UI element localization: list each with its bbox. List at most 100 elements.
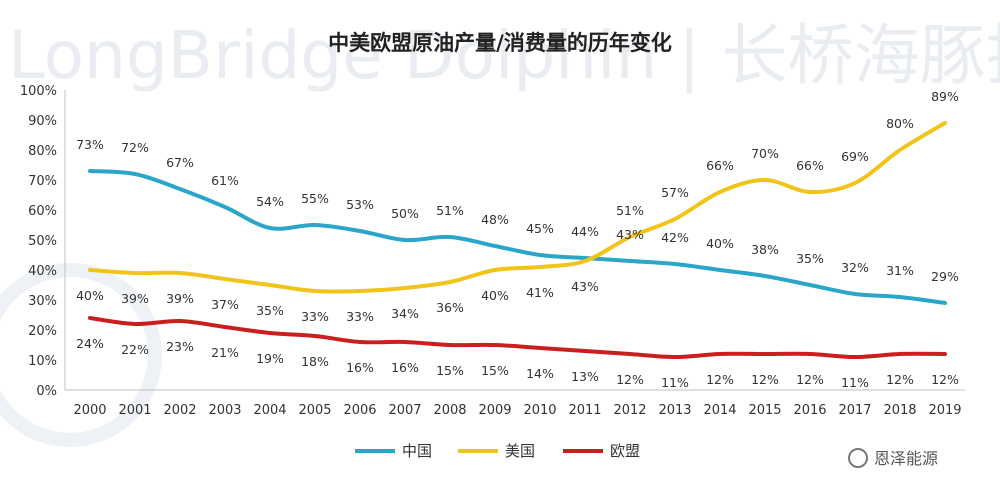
data-label: 69% — [841, 149, 869, 164]
data-label: 43% — [616, 227, 644, 242]
data-label: 48% — [481, 212, 509, 227]
data-label: 33% — [301, 309, 329, 324]
data-label: 53% — [346, 197, 374, 212]
watermark: LongBridge Dolphin | 长桥海豚投研 — [0, 17, 1000, 447]
data-labels: 73% 72% 67% 61% 54% 55% 53% 50% 51% 48% 45% 44% 43% 4… — [76, 89, 959, 390]
data-label: 41% — [526, 285, 554, 300]
x-tick-label: 2008 — [433, 403, 466, 418]
series-line-0 — [88, 169, 947, 305]
data-label: 31% — [886, 263, 914, 278]
x-tick-label: 2016 — [793, 403, 826, 418]
x-tick-label: 2006 — [343, 403, 376, 418]
data-label: 70% — [751, 146, 779, 161]
x-tick-label: 2009 — [478, 403, 511, 418]
credit-text: 恩泽能源 — [874, 449, 938, 468]
data-label: 73% — [76, 137, 104, 152]
data-label: 16% — [391, 360, 419, 375]
data-label: 12% — [886, 372, 914, 387]
data-label: 22% — [121, 342, 149, 357]
data-label: 57% — [661, 185, 689, 200]
data-label: 11% — [661, 375, 689, 390]
data-label: 24% — [76, 336, 104, 351]
x-tick-label: 2000 — [73, 403, 106, 418]
x-tick-label: 2017 — [838, 403, 871, 418]
x-tick-label: 2011 — [568, 403, 601, 418]
data-label: 19% — [256, 351, 284, 366]
data-label: 15% — [436, 363, 464, 378]
legend-label: 欧盟 — [610, 442, 640, 460]
x-tick-label: 2001 — [118, 403, 151, 418]
data-label: 51% — [616, 203, 644, 218]
weibo-icon — [848, 448, 868, 468]
x-tick-label: 2002 — [163, 403, 196, 418]
x-tick-label: 2018 — [883, 403, 916, 418]
x-tick-label: 2003 — [208, 403, 241, 418]
data-label: 66% — [706, 158, 734, 173]
y-tick-label: 30% — [28, 294, 57, 309]
x-tick-label: 2012 — [613, 403, 646, 418]
data-label: 66% — [796, 158, 824, 173]
data-label: 72% — [121, 140, 149, 155]
data-label: 42% — [661, 230, 689, 245]
data-label: 36% — [436, 300, 464, 315]
x-tick-label: 2019 — [928, 403, 961, 418]
credit: 恩泽能源 — [848, 448, 938, 468]
data-label: 35% — [256, 303, 284, 318]
data-label: 38% — [751, 242, 779, 257]
data-label: 29% — [931, 269, 959, 284]
data-label: 33% — [346, 309, 374, 324]
data-label: 39% — [166, 291, 194, 306]
data-label: 51% — [436, 203, 464, 218]
legend: 中国 美国 欧盟 — [355, 442, 640, 460]
data-label: 34% — [391, 306, 419, 321]
data-label: 12% — [706, 372, 734, 387]
data-label: 40% — [706, 236, 734, 251]
data-label: 43% — [571, 279, 599, 294]
data-label: 16% — [346, 360, 374, 375]
axes: 0% 10% 20% 30% 40% 50% 60% 70% 80% 90% 100% 2000 200… — [20, 84, 965, 418]
x-tick-label: 2013 — [658, 403, 691, 418]
data-label: 37% — [211, 297, 239, 312]
legend-label: 美国 — [505, 442, 535, 460]
y-tick-label: 10% — [28, 354, 57, 369]
data-label: 21% — [211, 345, 239, 360]
y-tick-label: 70% — [28, 174, 57, 189]
series-line-2 — [88, 316, 947, 360]
data-label: 67% — [166, 155, 194, 170]
series-line-1 — [88, 121, 947, 294]
y-tick-label: 0% — [36, 384, 57, 399]
data-label: 61% — [211, 173, 239, 188]
chart-title: 中美欧盟原油产量/消费量的历年变化 — [328, 31, 672, 55]
data-label: 89% — [931, 89, 959, 104]
data-label: 12% — [931, 372, 959, 387]
data-label: 32% — [841, 260, 869, 275]
y-tick-label: 80% — [28, 144, 57, 159]
y-tick-label: 90% — [28, 114, 57, 129]
y-tick-label: 60% — [28, 204, 57, 219]
data-label: 80% — [886, 116, 914, 131]
data-label: 11% — [841, 375, 869, 390]
watermark-logo — [0, 263, 162, 447]
data-label: 44% — [571, 224, 599, 239]
data-label: 50% — [391, 206, 419, 221]
data-label: 40% — [481, 288, 509, 303]
data-label: 23% — [166, 339, 194, 354]
x-tick-label: 2007 — [388, 403, 421, 418]
y-tick-label: 40% — [28, 264, 57, 279]
x-tick-label: 2014 — [703, 403, 736, 418]
data-label: 35% — [796, 251, 824, 266]
data-label: 40% — [76, 288, 104, 303]
data-label: 13% — [571, 369, 599, 384]
data-label: 45% — [526, 221, 554, 236]
data-label: 39% — [121, 291, 149, 306]
y-tick-label: 100% — [20, 84, 57, 99]
y-tick-label: 20% — [28, 324, 57, 339]
data-label: 12% — [751, 372, 779, 387]
data-label: 12% — [616, 372, 644, 387]
data-label: 54% — [256, 194, 284, 209]
data-label: 12% — [796, 372, 824, 387]
x-tick-label: 2004 — [253, 403, 286, 418]
data-label: 55% — [301, 191, 329, 206]
watermark-text: LongBridge Dolphin | 长桥海豚投研 — [8, 17, 1000, 94]
